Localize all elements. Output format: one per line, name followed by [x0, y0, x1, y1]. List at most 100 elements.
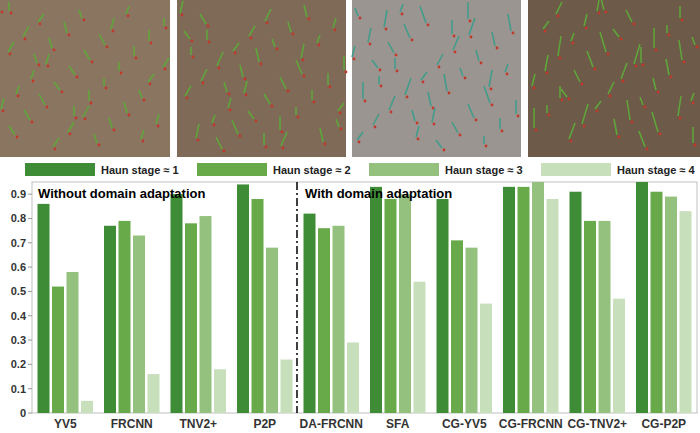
plant-blade — [388, 42, 394, 53]
plant-blade — [327, 73, 329, 85]
plant-blade — [23, 26, 29, 37]
keypoint — [329, 86, 332, 89]
keypoint — [181, 14, 184, 17]
keypoint — [143, 99, 146, 102]
keypoint — [135, 57, 138, 60]
y-tick-label: 0.4 — [11, 310, 27, 322]
plant-blade — [452, 122, 458, 133]
plant-blade — [212, 115, 215, 123]
photo-panel — [0, 0, 170, 157]
y-tick — [28, 194, 32, 195]
keypoint — [84, 118, 87, 121]
plant-blade — [405, 78, 411, 95]
plant-blade — [281, 132, 287, 146]
plant-blade — [600, 32, 606, 52]
legend-swatch — [197, 163, 267, 176]
plant-blade — [163, 18, 165, 26]
plant-blade — [476, 50, 479, 61]
keypoint — [61, 91, 64, 94]
plot-frame — [32, 182, 697, 413]
plant-blade — [156, 114, 159, 124]
keypoint — [470, 36, 473, 39]
plant-blade — [468, 104, 474, 118]
x-tick-label: P2P — [253, 417, 276, 431]
plant-blade — [640, 97, 643, 105]
keypoint — [353, 58, 356, 61]
plant-blade — [118, 62, 120, 71]
keypoint — [622, 80, 625, 83]
plant-blade — [109, 118, 112, 128]
keypoint — [469, 20, 472, 23]
bar — [266, 248, 278, 413]
plant-blade — [148, 74, 154, 82]
plant-blade — [301, 44, 304, 58]
bar — [185, 223, 197, 413]
plant-blade — [692, 127, 694, 143]
plant-blade — [460, 68, 463, 76]
plant-blade — [373, 114, 379, 125]
bar — [584, 221, 596, 413]
y-tick — [28, 413, 32, 414]
bar — [518, 187, 530, 413]
keypoint — [594, 68, 597, 71]
plant-blade — [228, 98, 231, 108]
keypoint — [229, 109, 232, 112]
photo-panel — [177, 0, 347, 157]
keypoint — [202, 82, 205, 85]
plant-blade — [31, 70, 34, 79]
y-tick-label: 0.9 — [11, 188, 26, 200]
plant-blade — [436, 140, 442, 148]
bar — [385, 199, 397, 413]
plant-blade — [489, 70, 492, 87]
divider — [296, 182, 298, 413]
plant-blade — [317, 35, 320, 43]
bar — [281, 360, 293, 413]
plant-blade — [561, 89, 567, 97]
plant-blade — [200, 14, 206, 24]
y-tick — [28, 242, 32, 243]
keypoint — [2, 110, 5, 113]
plant-blade — [559, 86, 561, 98]
bar — [437, 199, 449, 413]
bar — [636, 182, 648, 413]
keypoint — [213, 124, 216, 127]
keypoint — [150, 42, 153, 45]
keypoint — [313, 101, 316, 104]
plant-blade — [232, 120, 238, 134]
plant-blade — [141, 130, 144, 139]
keypoint — [694, 144, 697, 147]
keypoint — [105, 87, 108, 90]
plant-blade — [338, 103, 344, 111]
plant-blade — [8, 2, 10, 11]
plant-blade — [190, 47, 192, 55]
plant-blade — [582, 104, 588, 124]
keypoint — [228, 93, 231, 96]
bar — [480, 304, 492, 413]
keypoint — [631, 121, 634, 124]
keypoint — [149, 83, 152, 86]
keypoint — [512, 32, 515, 35]
plant-blade — [249, 26, 255, 36]
keypoint — [9, 53, 12, 56]
photo-panel — [352, 0, 521, 157]
bar — [451, 240, 463, 413]
keypoint — [297, 116, 300, 119]
keypoint — [90, 102, 93, 105]
keypoint — [427, 24, 430, 27]
plant-blade — [49, 38, 52, 48]
plant-blade — [640, 47, 642, 63]
keypoint — [345, 71, 348, 74]
plant-blade — [296, 60, 302, 74]
keypoint — [364, 100, 367, 103]
keypoint — [292, 33, 295, 36]
plant-blade — [240, 65, 243, 77]
plant-blade — [614, 119, 617, 135]
bar — [532, 182, 544, 413]
plant-blade — [421, 72, 427, 80]
keypoint — [475, 119, 478, 122]
plant-blade — [653, 78, 656, 90]
plant-blade — [533, 108, 535, 128]
keypoint — [255, 120, 258, 123]
plant-blade — [24, 110, 30, 120]
keypoint — [282, 147, 285, 150]
